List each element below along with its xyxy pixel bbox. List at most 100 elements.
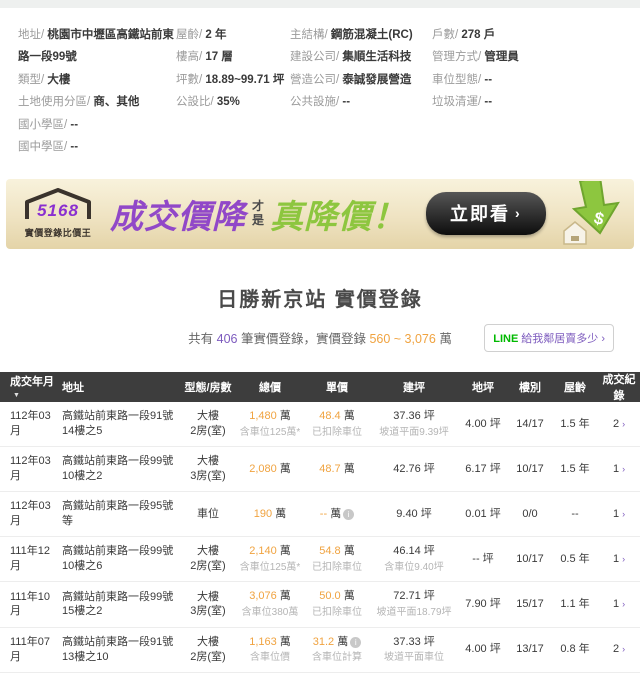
cell-building-age: 0.5 年 <box>560 552 590 565</box>
info-icon[interactable]: i <box>343 508 355 520</box>
property-info-column: 屋齡/ 2 年樓高/ 17 層坪數/ 18.89~99.71 坪公設比/ 35% <box>176 24 290 159</box>
banner-cta-arrow-icon: › <box>515 205 522 222</box>
property-field: 公設比/ 35% <box>176 96 240 109</box>
column-header: 成交紀錄 <box>602 374 636 403</box>
property-field: 垃圾清運/ -- <box>432 96 493 109</box>
cell-unit-price: 48.7 萬 <box>319 462 355 475</box>
cell-total-price: 2,080 萬 <box>249 462 291 475</box>
cell-total-price: 1,163 萬 含車位價 <box>249 635 291 664</box>
cell-transaction-date: 112年03月 <box>10 500 51 527</box>
property-field: 車位型態/ -- <box>432 73 493 86</box>
cell-records-count: 1 › <box>612 462 626 475</box>
property-field: 國中學區/ -- <box>18 141 79 154</box>
property-info: 地址/ 桃園市中壢區高鐵站前東路一段99號 類型/ 大樓 土地使用分區/ 商、其他國… <box>0 8 640 169</box>
table-body: 112年03月 高鐵站前東路一段91號14樓之5 大樓 2房(室) 1,480 … <box>0 402 640 673</box>
property-field: 戶數/ 278 戶 <box>432 29 496 41</box>
summary-suffix: 萬 <box>435 332 452 347</box>
banner-logo-number: 5168 <box>37 201 79 221</box>
banner-headline-green: 真降價！ <box>270 197 407 235</box>
cell-records-count: 1 › <box>612 597 626 610</box>
cell-floor: 10/17 <box>516 462 544 475</box>
banner-connector-bottom: 是 <box>252 212 265 227</box>
cell-land-area: 0.01 坪 <box>465 507 501 520</box>
column-header: 地址 <box>62 382 84 395</box>
table-row[interactable]: 111年10月 高鐵站前東路一段99號15樓之2 大樓 3房(室) 3,076 … <box>0 582 640 628</box>
cell-building-area: 37.33 坪 坡道平面車位 <box>384 635 444 664</box>
cell-floor: 14/17 <box>516 417 544 430</box>
column-header[interactable]: 成交年月▼ <box>10 376 54 400</box>
cell-transaction-date: 112年03月 <box>10 410 51 438</box>
cell-floor: 15/17 <box>516 597 544 610</box>
cell-total-price: 3,076 萬 含車位380萬 <box>241 590 299 619</box>
summary-row: 共有 406 筆實價登錄，實價登錄 560 ~ 3,076 萬 LINE 給我鄰居… <box>0 324 640 353</box>
small-house-icon <box>563 220 587 245</box>
table-row[interactable]: 111年07月 高鐵站前東路一段91號13樓之10 大樓 2房(室) 1,163… <box>0 628 640 673</box>
cell-type-rooms: 大樓 3房(室) <box>190 590 226 618</box>
cell-type-rooms: 大樓 2房(室) <box>190 545 226 573</box>
column-header: 樓別 <box>519 382 541 395</box>
banner-headline-purple: 成交價降 <box>110 197 246 235</box>
column-header: 型態/房數 <box>184 382 232 395</box>
property-info-column: 地址/ 桃園市中壢區高鐵站前東路一段99號 類型/ 大樓 土地使用分區/ 商、其他國… <box>18 24 176 159</box>
cell-transaction-date: 111年10月 <box>10 590 50 618</box>
chevron-right-icon: › <box>622 418 626 429</box>
property-field: 屋齡/ 2 年 <box>176 29 227 41</box>
property-field: 土地使用分區/ 商、其他 <box>18 96 140 109</box>
promo-banner[interactable]: 5168 實價登錄比價王 成交價降 才 是 真降價！ 立即看 › $ <box>6 178 634 249</box>
cell-building-age: -- <box>571 507 579 520</box>
table-row[interactable]: 111年12月 高鐵站前東路一段99號10樓之6 大樓 2房(室) 2,140 … <box>0 537 640 583</box>
cell-address: 高鐵站前東路一段91號13樓之10 <box>62 635 174 663</box>
cell-type-rooms: 大樓 2房(室) <box>190 635 226 663</box>
cell-address: 高鐵站前東路一段91號14樓之5 <box>62 410 174 438</box>
chevron-right-icon: › <box>622 644 626 655</box>
cell-building-age: 1.5 年 <box>560 417 590 430</box>
cell-unit-price: 48.4 萬 已扣除車位 <box>312 410 362 438</box>
table-row[interactable]: 112年03月 高鐵站前東路一段91號14樓之5 大樓 2房(室) 1,480 … <box>0 402 640 448</box>
column-header: 地坪 <box>472 382 494 395</box>
cell-total-price: 1,480 萬 含車位125萬* <box>239 410 301 438</box>
chevron-right-icon: › <box>622 463 626 474</box>
column-header: 單價 <box>326 382 348 395</box>
cell-transaction-date: 112年03月 <box>10 455 51 483</box>
house-outline-icon <box>25 188 91 220</box>
cell-records-count: 1 › <box>612 507 626 520</box>
info-icon[interactable]: i <box>350 636 362 648</box>
banner-headline-connector: 才 是 <box>252 198 265 228</box>
column-header: 總價 <box>259 382 281 395</box>
property-field: 主結構/ 鋼筋混凝土(RC) <box>290 29 413 41</box>
page-title: 日勝新京站 實價登錄 <box>217 288 423 311</box>
property-field: 樓高/ 17 層 <box>176 51 233 64</box>
cell-building-area: 9.40 坪 <box>396 507 432 520</box>
cell-type-rooms: 大樓 3房(室) <box>190 455 226 483</box>
banner-headline: 成交價降 才 是 真降價！ <box>110 190 406 238</box>
property-field: 管理方式/ 管理員 <box>432 51 519 64</box>
cell-land-area: 6.17 坪 <box>465 462 501 475</box>
column-header: 建坪 <box>403 382 425 395</box>
property-field: 類型/ 大樓 <box>18 73 71 86</box>
transactions-table: 成交年月▼ 地址 型態/房數 總價 單價 建坪 地坪 樓別 屋齡 成交紀錄 112年03月 高鐵站… <box>0 372 640 673</box>
banner-connector-top: 才 <box>252 198 265 213</box>
cell-building-area: 42.76 坪 <box>393 462 435 475</box>
cell-records-count: 1 › <box>612 552 626 565</box>
table-row[interactable]: 112年03月 高鐵站前東路一段99號10樓之2 大樓 3房(室) 2,080 … <box>0 447 640 493</box>
cell-records-count: 2 › <box>612 417 626 430</box>
chevron-right-icon: › <box>622 553 626 564</box>
property-field: 坪數/ 18.89~99.71 坪 <box>176 73 285 86</box>
cell-land-area: -- 坪 <box>472 552 494 565</box>
banner-cta-label: 立即看 <box>450 204 511 225</box>
cell-records-count: 2 › <box>612 643 626 656</box>
property-field: 公共設施/ -- <box>290 96 351 109</box>
cell-address: 高鐵站前東路一段99號10樓之2 <box>62 455 174 483</box>
cell-total-price: 2,140 萬 含車位125萬* <box>239 544 301 573</box>
cell-land-area: 4.00 坪 <box>465 417 501 430</box>
cell-address: 高鐵站前東路一段95號等 <box>62 500 174 527</box>
summary-price-range: 560 ~ 3,076 <box>369 332 436 347</box>
banner-cta-button[interactable]: 立即看 › <box>426 192 546 236</box>
line-contact-button[interactable]: LINE 給我鄰居賣多少 › <box>484 324 614 353</box>
property-info-column: 戶數/ 278 戶管理方式/ 管理員 車位型態/ -- 垃圾清運/ -- <box>432 24 612 159</box>
top-divider <box>0 0 640 8</box>
column-header: 屋齡 <box>564 382 586 395</box>
cell-address: 高鐵站前東路一段99號10樓之6 <box>62 545 174 573</box>
